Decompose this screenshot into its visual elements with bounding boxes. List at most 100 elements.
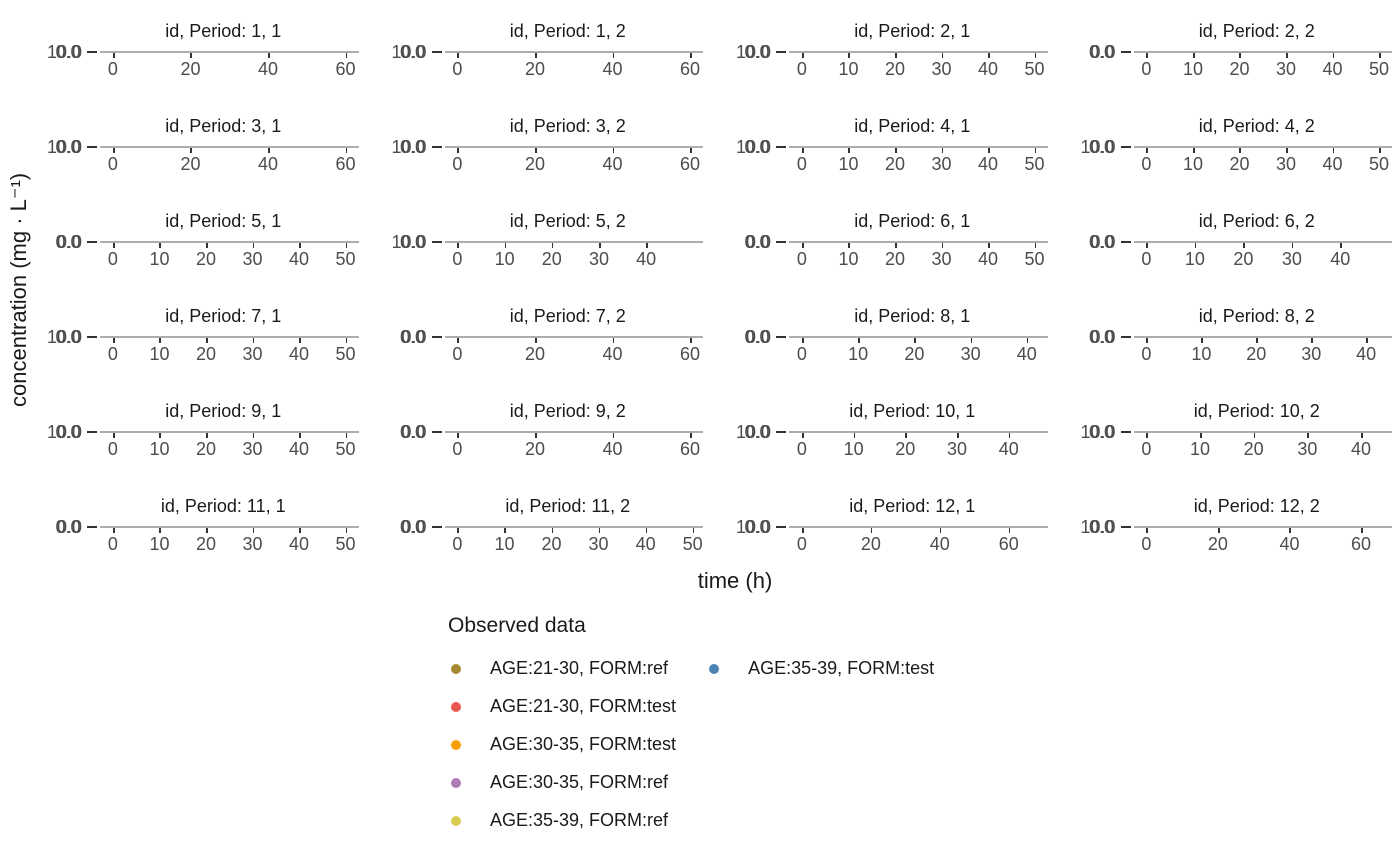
x-tick-label: 20	[1207, 534, 1228, 554]
y-tick-label: 10.0	[391, 137, 427, 157]
x-tick-label: 10	[1182, 59, 1203, 79]
x-axis-tick	[941, 242, 944, 248]
y-tick-label: 0.0	[401, 422, 427, 442]
x-axis-tick	[894, 147, 897, 153]
x-axis-tick	[159, 527, 162, 533]
x-axis-line	[1133, 336, 1392, 338]
y-tick-label: 10.0	[1080, 422, 1116, 442]
x-tick-label: 10	[149, 249, 170, 269]
x-axis-tick	[268, 52, 270, 58]
x-axis-tick	[690, 432, 692, 438]
x-axis-tick	[894, 242, 897, 248]
x-tick-label: 10	[149, 534, 170, 554]
x-axis-tick	[801, 432, 804, 438]
facet-panel: id, Period: 9, 2 0.0 0.0 0 20 40 60	[383, 386, 703, 481]
x-axis-tick	[1034, 52, 1037, 58]
y-tick-label-overlap: 0.0	[744, 327, 770, 347]
x-tick-label: 10	[494, 249, 515, 269]
y-axis-tick-labels: 10.0 0.0	[38, 422, 82, 442]
x-tick-label: 60	[680, 344, 701, 364]
y-tick-label-overlap: 0.0	[1088, 422, 1114, 442]
x-axis-tick	[504, 527, 507, 533]
x-axis-tick	[551, 242, 554, 248]
y-axis-tick	[431, 335, 442, 339]
x-tick-label: 10	[838, 59, 859, 79]
x-axis-tick	[345, 52, 348, 58]
x-axis-tick	[612, 147, 615, 153]
facet-panel: id, Period: 10, 1 10.0 0.0 0 10 20 30 40	[727, 386, 1048, 481]
x-tick-label: 60	[680, 439, 701, 459]
panel-plot-area: 0 20 40 60	[1133, 521, 1392, 554]
facet-panel: id, Period: 8, 2 0.0 0.0 0 10 20 30 40	[1072, 291, 1392, 386]
x-axis-tick	[1217, 527, 1220, 533]
x-axis-tick	[299, 242, 301, 248]
y-tick-label: 10.0	[391, 232, 427, 252]
panel-plot-area: 0 10 20 30 40 50	[444, 521, 703, 554]
panel-strip-title: id, Period: 6, 1	[854, 211, 971, 231]
facet-panel: id, Period: 3, 2 10.0 0.0 0 20 40 60	[383, 101, 703, 196]
x-axis-tick	[988, 147, 990, 153]
x-axis-tick	[299, 337, 301, 343]
panel-plot-area: 0 10 20 30 40 50	[789, 141, 1048, 174]
legend-point-icon	[709, 663, 720, 674]
x-axis-tick	[801, 337, 804, 343]
panel-strip-title: id, Period: 12, 1	[849, 496, 976, 516]
x-axis-tick	[112, 432, 115, 438]
x-axis-tick	[1360, 432, 1363, 438]
x-tick-label: 0	[107, 344, 118, 364]
legend-column-1: AGE:21-30, FORM:ref AGE:21-30, FORM:test A…	[448, 658, 676, 831]
x-axis-tick	[1253, 432, 1256, 438]
y-tick-label: 10.0	[46, 137, 82, 157]
x-tick-label: 40	[998, 439, 1019, 459]
x-tick-label: 50	[335, 249, 356, 269]
x-tick-label: 20	[541, 249, 562, 269]
x-tick-label: 10	[1182, 154, 1203, 174]
x-axis-tick	[345, 527, 348, 533]
x-axis-line	[100, 336, 359, 338]
x-tick-label: 30	[931, 154, 952, 174]
x-tick-label: 20	[1229, 59, 1250, 79]
x-tick-label: 20	[524, 154, 545, 174]
panel-plot-area: 0 10 20 30 40 50	[789, 46, 1048, 79]
x-tick-label: 0	[107, 534, 118, 554]
x-axis-tick	[1379, 147, 1381, 153]
x-tick-label: 20	[1229, 154, 1250, 174]
x-axis-line	[444, 241, 703, 243]
x-axis-line	[444, 431, 703, 433]
x-tick-label: 20	[524, 59, 545, 79]
y-tick-label: 0.0	[1090, 232, 1116, 252]
panel-plot-area: 0 10 20 30 40	[1133, 331, 1392, 364]
panel-strip-title: id, Period: 7, 1	[165, 306, 282, 326]
x-tick-label: 40	[1356, 344, 1377, 364]
y-tick-label-overlap: 0.0	[55, 137, 81, 157]
x-axis-tick	[1008, 527, 1011, 533]
x-axis-tick	[1286, 52, 1288, 58]
x-tick-label: 0	[796, 439, 807, 459]
x-tick-label: 30	[947, 439, 968, 459]
y-tick-label: 10.0	[1080, 137, 1116, 157]
panel-strip-title: id, Period: 8, 1	[854, 306, 971, 326]
x-axis-line	[1133, 146, 1392, 148]
y-axis-tick-labels: 0.0 0.0	[383, 327, 427, 347]
x-axis-tick	[205, 432, 208, 438]
panel-strip-title: id, Period: 12, 2	[1193, 496, 1320, 516]
legend-label: AGE:30-35, FORM:test	[490, 734, 677, 754]
x-axis-tick	[1192, 147, 1195, 153]
x-axis-tick	[858, 337, 860, 343]
x-tick-label: 10	[848, 344, 869, 364]
y-axis-tick-labels: 10.0 0.0	[38, 42, 82, 62]
x-axis-tick	[1243, 242, 1245, 248]
legend-title: Observed data	[448, 614, 586, 637]
x-tick-label: 30	[931, 59, 952, 79]
y-tick-label: 0.0	[56, 517, 82, 537]
facet-panel: id, Period: 2, 1 10.0 0.0 0 10 20 30 40 50	[727, 6, 1048, 101]
y-tick-label-overlap: 0.0	[399, 517, 425, 537]
x-axis-tick	[534, 432, 537, 438]
legend-item: AGE:30-35, FORM:test	[448, 734, 676, 755]
panel-plot-area: 0 20 40 60	[444, 426, 703, 459]
legend-item: AGE:35-39, FORM:test	[706, 658, 934, 679]
y-axis-tick	[1120, 525, 1131, 529]
facet-panel: id, Period: 12, 2 10.0 0.0 0 20 40 60	[1072, 481, 1392, 576]
y-axis-tick-labels: 0.0 0.0	[383, 422, 427, 442]
x-axis-tick	[252, 432, 255, 438]
